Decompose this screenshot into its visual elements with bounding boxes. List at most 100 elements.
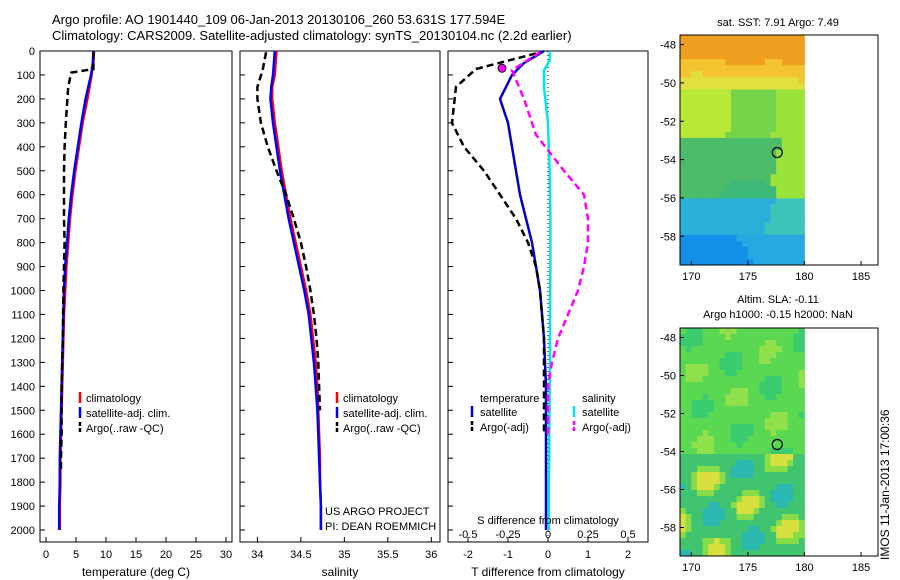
map-cell [776,388,783,395]
map-cell [736,143,743,151]
map-cell [696,180,704,187]
map-cell [764,400,771,407]
map-cell [725,478,732,485]
map-cell [736,340,743,347]
map-cell [798,430,805,437]
map-cell [730,204,737,211]
map-cell [702,508,709,515]
map-cell [730,180,737,187]
legend-label: satellite-adj. clim. [86,408,170,420]
map-cell [787,478,794,485]
map-cell [747,490,754,497]
map-cell [713,532,720,539]
map-cell [702,394,709,401]
map-cell [696,490,704,497]
map-cell [696,364,704,371]
map-cell [776,168,783,175]
map-cell [685,442,692,449]
map-cell [725,162,732,169]
map-cell [764,83,771,90]
map-cell [719,382,726,389]
map-cell [708,186,715,193]
map-cell [753,168,760,175]
map-cell [702,113,709,121]
map-cell [702,400,709,407]
map-cell [702,156,709,163]
map-cell [685,520,692,527]
map-cell [742,412,749,419]
map-cell [685,340,692,347]
map-cell [793,430,800,437]
map-cell [742,346,749,353]
map-cell [708,454,715,461]
map-cell [685,125,692,133]
map-cell [696,125,704,133]
map-cell [730,406,737,413]
map-cell [764,352,771,359]
map-cell [742,258,749,266]
map-cell [702,125,709,133]
map-cell [696,502,704,509]
map-cell [742,502,749,509]
map-cell [685,334,692,341]
map-cell [719,418,726,425]
map-cell [702,538,709,545]
map-cell [764,168,771,175]
map-cell [759,502,766,509]
map-cell [742,252,749,260]
map-cell [708,71,715,78]
map-cell [776,47,783,54]
map-cell [730,520,737,527]
map-cell [764,41,771,48]
map-cell [798,454,805,461]
map-cell [685,162,692,169]
map-cell [725,192,732,199]
map-cell [685,388,692,395]
legend-label: Argo(-adj) [480,422,529,434]
map-cell [764,131,771,139]
map-cell [730,544,737,551]
map-cell [764,370,771,377]
map-cell [776,334,783,341]
map-cell [725,532,732,539]
map-cell [742,71,749,78]
map-cell [680,424,687,431]
map-cell [753,484,760,491]
legend-label: Argo(..raw -QC) [86,423,164,435]
map-cell [798,41,805,48]
map-cell [798,418,805,425]
map-cell [759,131,766,139]
map-cell [708,143,715,151]
map-cell [759,258,766,266]
map-cell [770,168,777,175]
map-cell [787,448,794,455]
map-cell [747,131,754,139]
map-cell [708,376,715,383]
map-cell [713,496,720,503]
map-cell [776,520,783,527]
map-cell [742,77,749,84]
map-cell [747,388,754,395]
map-cell [708,101,715,109]
map-cell [725,520,732,527]
map-cell [736,41,743,48]
map-cell [691,394,698,401]
map-cell [719,424,726,431]
map-cell [781,150,788,157]
map-cell [680,346,687,353]
map-cell [685,538,692,545]
x-tick-label: 10 [100,549,112,561]
map-cell [747,252,754,260]
map-cell [708,137,715,145]
map-cell [781,334,788,341]
map-cell [713,113,720,121]
map-cell [742,131,749,139]
map-cell [725,113,732,121]
map-cell [691,41,698,48]
map-cell [696,143,704,151]
legend-label: Argo(..raw -QC) [343,423,421,435]
map-cell [708,113,715,121]
map-cell [764,252,771,260]
map-cell [702,550,709,557]
map-cell [747,376,754,383]
